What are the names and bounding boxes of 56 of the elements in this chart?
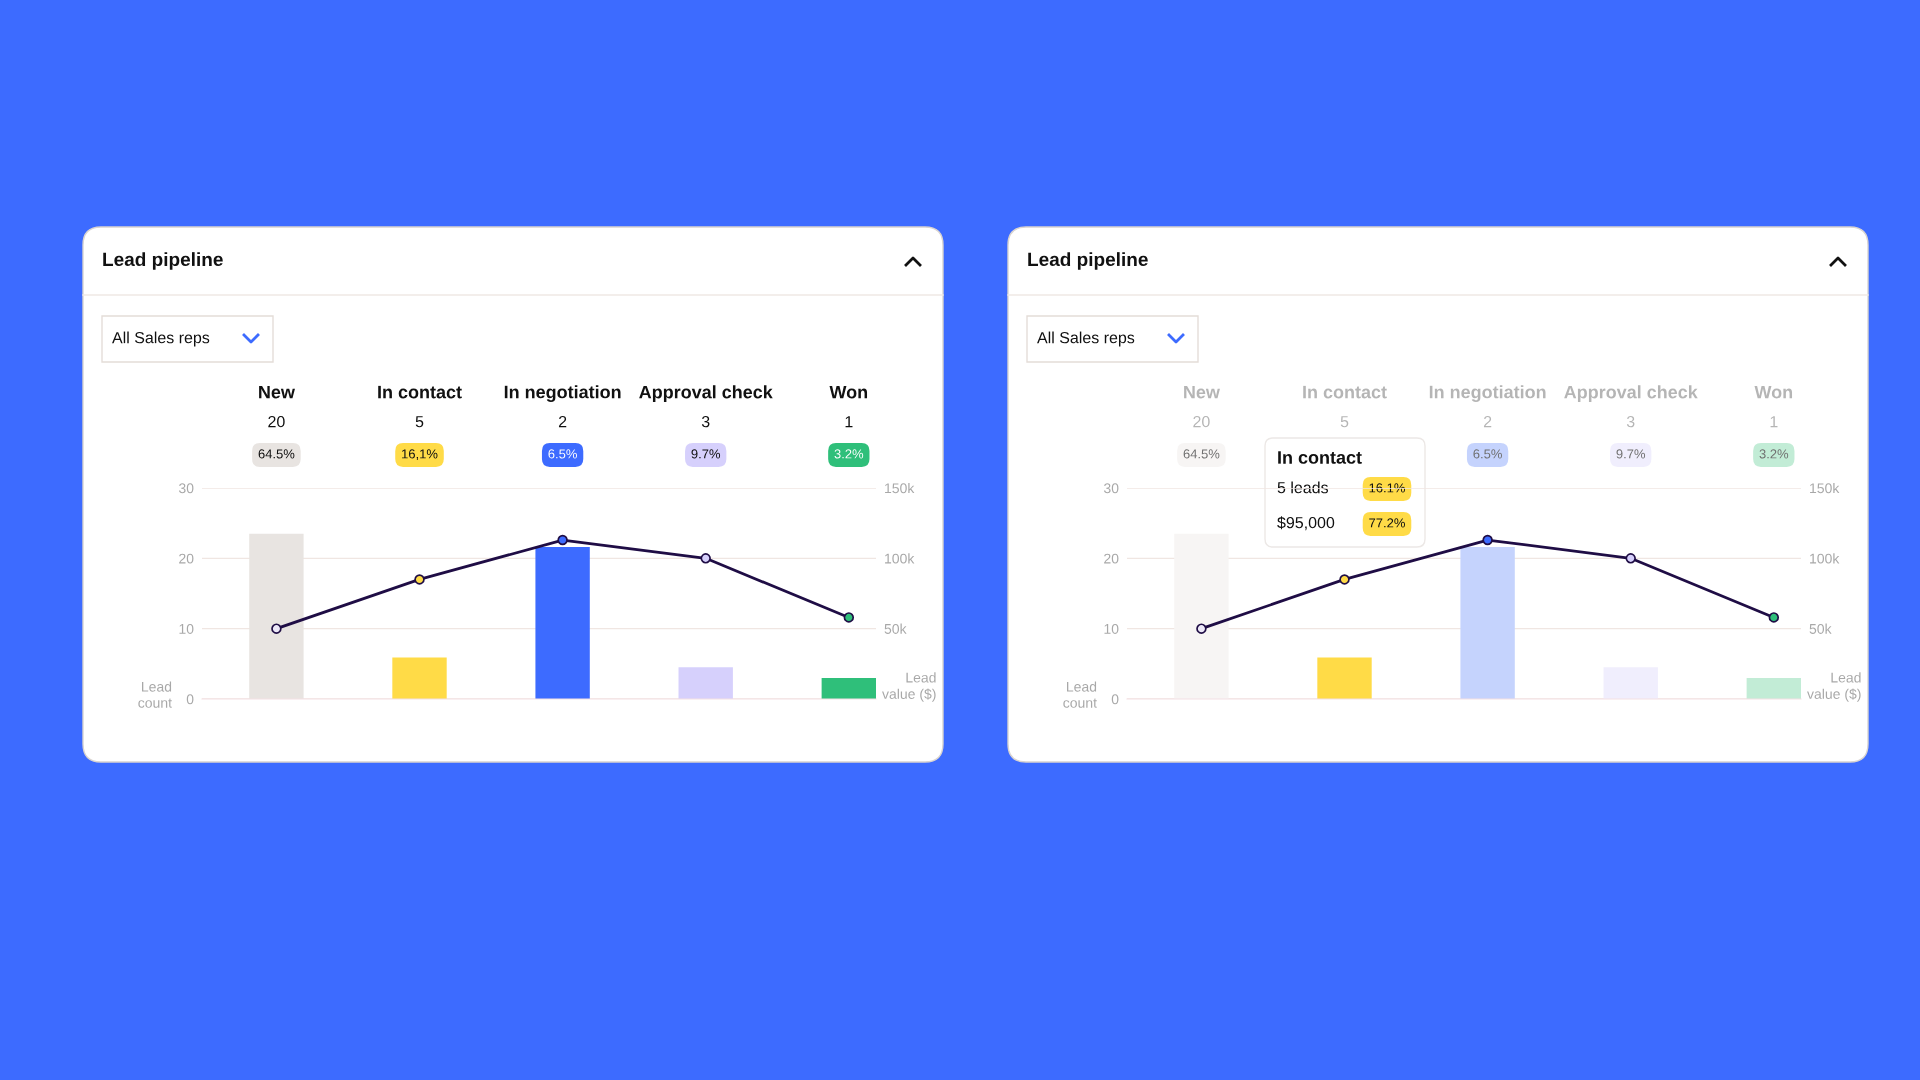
annotation: 77.2%	[1369, 518, 1405, 528]
text: 3	[701, 415, 710, 428]
y2-tick-label: 100k	[885, 553, 915, 564]
text: 2	[558, 415, 567, 428]
text: In contact	[1278, 451, 1362, 464]
x-tick-label: Approval check	[639, 385, 773, 402]
y-tick-label: 30	[178, 483, 194, 494]
text: 16,1%	[402, 449, 438, 461]
text: 3	[1626, 415, 1635, 428]
text: 64.5%	[258, 449, 295, 459]
text: All Sales reps	[1037, 331, 1135, 347]
text: 3.2%	[1759, 449, 1789, 459]
text: 9.7%	[1616, 449, 1646, 459]
text: 5	[1340, 416, 1349, 428]
text: 64.5%	[1183, 449, 1220, 459]
x-tick-label: New	[259, 385, 295, 399]
y2-tick-label: 150k	[1810, 482, 1840, 494]
y-tick-label: 10	[179, 623, 194, 634]
y2-tick-label: 50k	[884, 623, 907, 634]
y-tick-label: 20	[1104, 553, 1119, 564]
y-axis-title: Lead count	[138, 681, 172, 708]
y2-axis-title: Lead value ($)	[882, 672, 936, 702]
text: 3.2%	[834, 449, 864, 459]
y-tick-label: 10	[1104, 623, 1119, 634]
y-tick-label: 0	[1111, 694, 1119, 705]
text: 5	[415, 416, 424, 428]
x-tick-label: New	[1184, 385, 1220, 399]
y2-tick-label: 100k	[1810, 553, 1840, 564]
text: 1	[845, 416, 853, 428]
y2-tick-label: 150k	[885, 482, 915, 494]
text: 6.5%	[548, 449, 577, 459]
x-tick-label: In negotiation	[504, 385, 621, 402]
x-tick-label: Won	[829, 385, 868, 399]
y2-axis-title: Lead value ($)	[1807, 672, 1861, 702]
y-tick-label: 0	[186, 694, 194, 705]
y2-tick-label: 50k	[1809, 623, 1832, 634]
text: 9.7%	[691, 449, 721, 459]
text: 20	[1193, 415, 1210, 428]
chart-title: Lead pipeline	[1028, 252, 1148, 270]
text: 1	[1770, 416, 1778, 428]
text: All Sales reps	[112, 331, 210, 347]
text: 6.5%	[1473, 449, 1502, 459]
text: 20	[268, 415, 285, 428]
y-axis-title: Lead count	[1063, 681, 1097, 708]
y-tick-label: 30	[1103, 483, 1119, 494]
annotation: 16.1%	[1369, 483, 1405, 493]
x-tick-label: In contact	[1303, 385, 1387, 399]
x-tick-label: In contact	[378, 385, 462, 399]
y-tick-label: 20	[179, 553, 194, 564]
chart-title: Lead pipeline	[103, 252, 223, 270]
x-tick-label: Won	[1754, 385, 1793, 399]
x-tick-label: Approval check	[1564, 385, 1698, 402]
x-tick-label: In negotiation	[1429, 385, 1546, 402]
annotation: 5 leads	[1277, 481, 1329, 494]
annotation: $95,000	[1277, 516, 1335, 531]
text: 2	[1483, 415, 1492, 428]
